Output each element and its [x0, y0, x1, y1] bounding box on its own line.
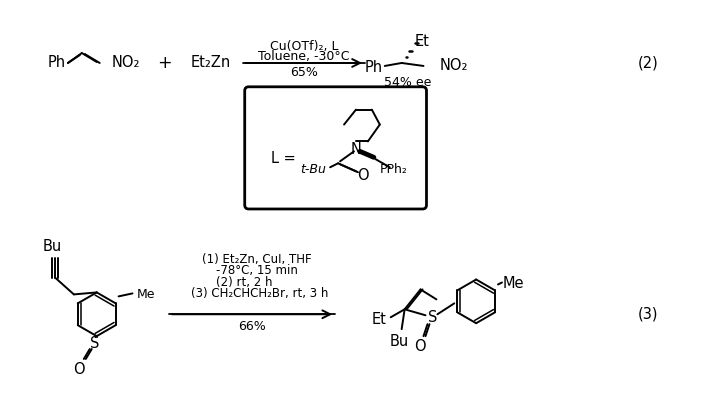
Text: (2): (2) — [638, 55, 658, 71]
Text: Me: Me — [137, 288, 155, 301]
Text: Et₂Zn: Et₂Zn — [191, 55, 231, 71]
Text: PPh₂: PPh₂ — [380, 163, 408, 176]
Text: NO₂: NO₂ — [111, 55, 140, 71]
Text: O: O — [357, 168, 369, 183]
Text: S: S — [428, 310, 437, 325]
Text: 66%: 66% — [238, 320, 266, 333]
Text: (3) CH₂CHCH₂Br, rt, 3 h: (3) CH₂CHCH₂Br, rt, 3 h — [191, 287, 329, 300]
Text: Bu: Bu — [390, 334, 409, 349]
Text: Toluene, -30°C: Toluene, -30°C — [258, 50, 350, 62]
Text: Et: Et — [414, 33, 430, 49]
Text: Ph: Ph — [365, 60, 383, 76]
Text: -78°C, 15 min: -78°C, 15 min — [216, 264, 298, 277]
Text: (3): (3) — [638, 307, 658, 322]
FancyBboxPatch shape — [245, 87, 426, 209]
Text: O: O — [73, 362, 85, 377]
Text: Et: Et — [372, 312, 387, 327]
Text: N: N — [350, 142, 362, 157]
Text: Cu(OTf)₂, L: Cu(OTf)₂, L — [270, 40, 338, 52]
Text: +: + — [157, 54, 172, 72]
Text: t-Bu: t-Bu — [300, 163, 326, 176]
Text: (2) rt, 2 h: (2) rt, 2 h — [216, 276, 273, 289]
Text: O: O — [414, 339, 426, 354]
Text: 65%: 65% — [290, 66, 318, 79]
Text: 54% ee: 54% ee — [383, 76, 431, 89]
Text: NO₂: NO₂ — [440, 59, 468, 74]
Text: Ph: Ph — [48, 55, 66, 71]
Text: (1) Et₂Zn, CuI, THF: (1) Et₂Zn, CuI, THF — [203, 253, 312, 266]
Text: Me: Me — [503, 276, 524, 291]
Text: Bu: Bu — [42, 239, 62, 254]
Text: L =: L = — [271, 151, 295, 166]
Text: S: S — [90, 336, 100, 351]
